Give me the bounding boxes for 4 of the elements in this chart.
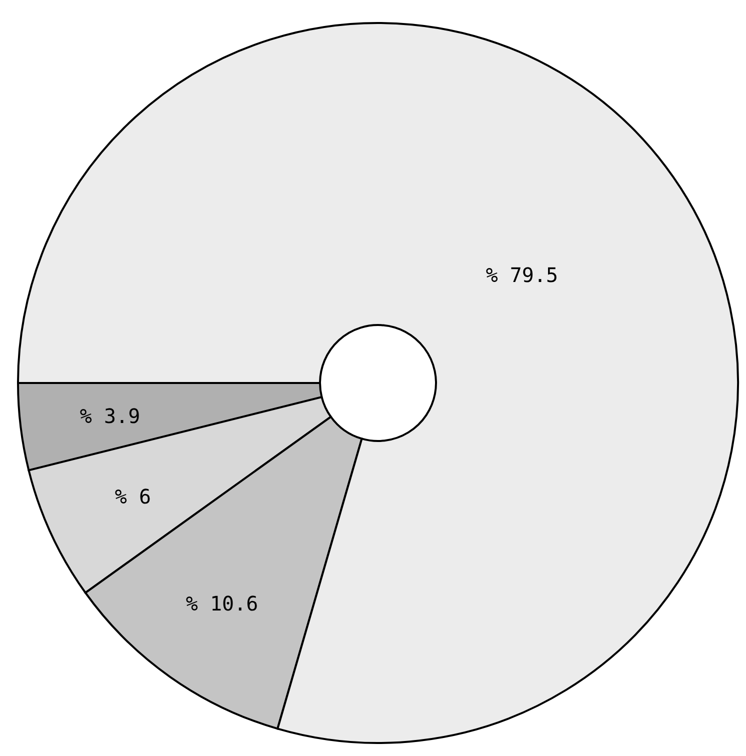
data-label: % 10.6 [186,591,258,616]
data-label: % 6 [114,484,152,508]
data-label: % 3.9 [80,404,140,428]
data-label: % 79.5 [486,262,558,287]
